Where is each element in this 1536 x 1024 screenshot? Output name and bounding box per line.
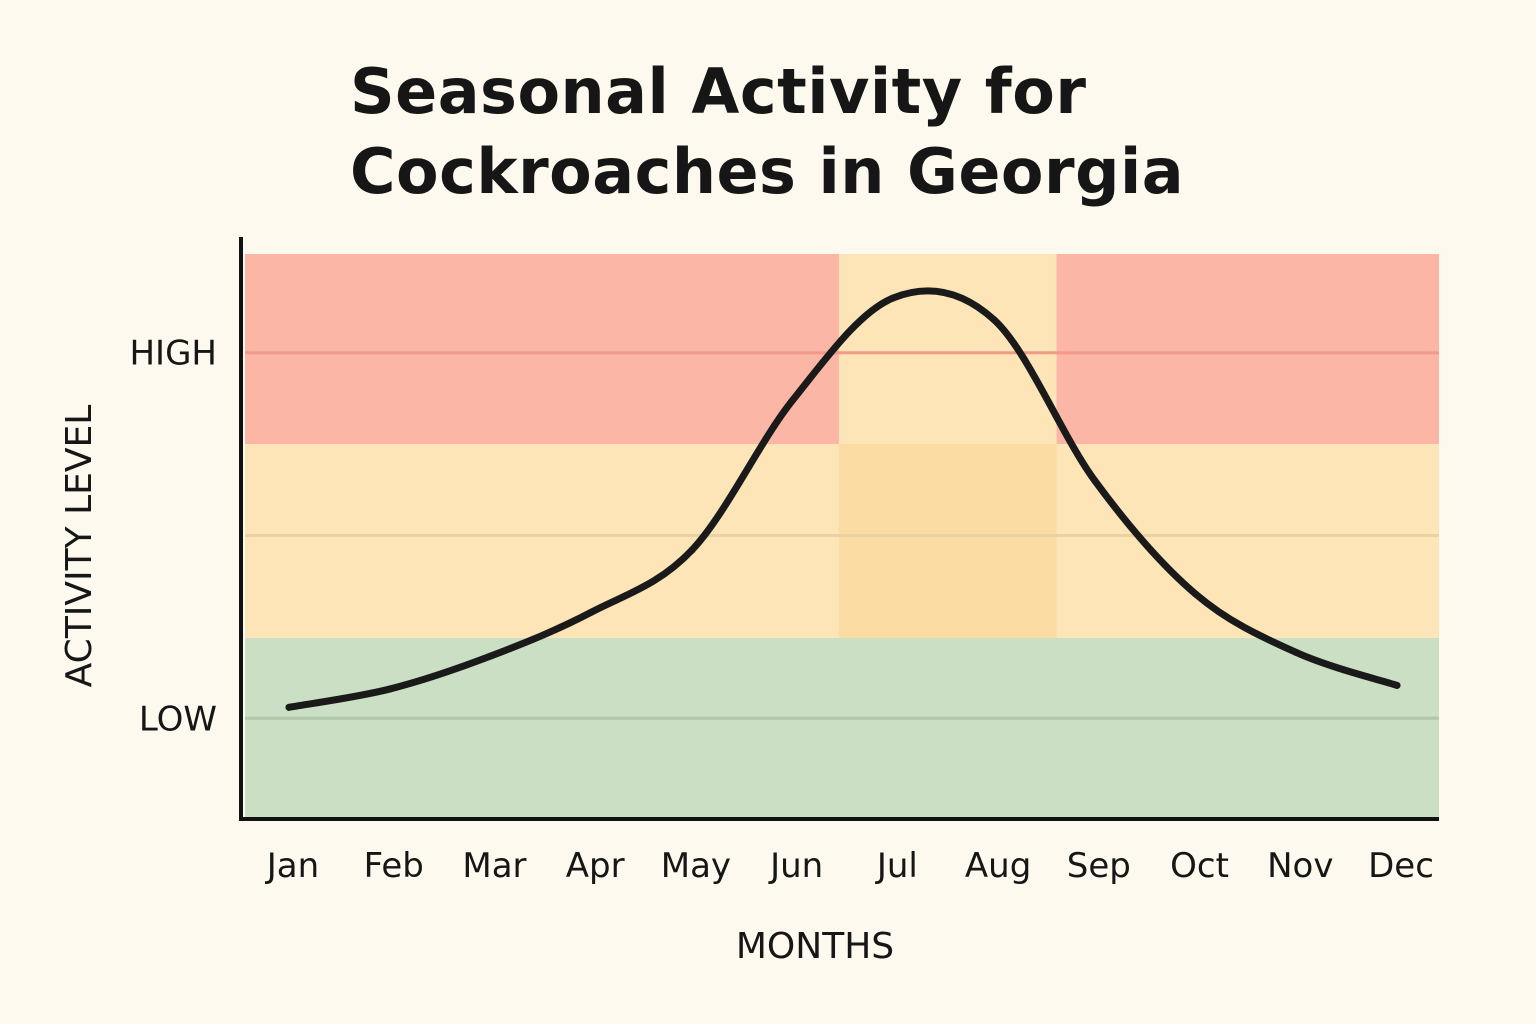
data-point-jan <box>285 703 293 711</box>
x-tick-label-jul: Jul <box>875 846 918 886</box>
data-point-mar <box>486 652 494 660</box>
x-tick-label-dec: Dec <box>1368 846 1434 886</box>
y-tick-labels: LOW HIGH <box>129 334 217 740</box>
activity-series <box>285 287 1401 711</box>
data-point-feb <box>386 685 394 693</box>
x-tick-label-may: May <box>661 846 731 886</box>
x-tick-label-oct: Oct <box>1170 846 1229 886</box>
y-tick-label-high: HIGH <box>129 334 217 374</box>
x-axis-title: MONTHS <box>736 926 894 967</box>
x-tick-label-apr: Apr <box>566 846 625 886</box>
y-axis-title: ACTIVITY LEVEL <box>59 405 100 688</box>
x-tick-label-jun: Jun <box>768 846 823 886</box>
data-point-aug <box>990 316 998 324</box>
data-point-oct <box>1192 590 1200 598</box>
x-tick-label-sep: Sep <box>1067 846 1131 886</box>
data-point-apr <box>587 608 595 616</box>
data-point-jun <box>789 396 797 404</box>
grid-lines <box>245 351 1439 720</box>
axes <box>239 237 1439 821</box>
data-point-jul <box>889 294 897 302</box>
chart-title: Seasonal Activity for Cockroaches in Geo… <box>350 52 1350 212</box>
band-low <box>245 637 1439 817</box>
chart-title-line-1: Seasonal Activity for <box>350 55 1087 128</box>
y-tick-label-low: LOW <box>139 699 217 739</box>
peak-highlight-high <box>838 254 1057 445</box>
x-tick-label-feb: Feb <box>364 846 424 886</box>
data-point-dec <box>1393 681 1401 689</box>
data-point-sep <box>1091 477 1099 485</box>
x-tick-label-aug: Aug <box>965 846 1031 886</box>
peak-highlight-medium <box>838 444 1057 638</box>
x-tick-label-nov: Nov <box>1267 846 1333 886</box>
x-tick-labels: Jan Feb Mar Apr May Jun Jul Aug Sep Oct Nov Dec <box>265 846 1434 886</box>
x-tick-label-mar: Mar <box>462 846 526 886</box>
data-point-nov <box>1292 648 1300 656</box>
x-tick-label-jan: Jan <box>265 846 319 886</box>
chart-title-line-2: Cockroaches in Georgia <box>350 135 1185 208</box>
data-point-may <box>688 546 696 554</box>
